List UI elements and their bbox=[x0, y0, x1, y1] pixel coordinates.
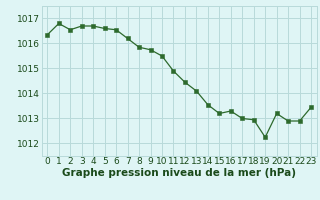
X-axis label: Graphe pression niveau de la mer (hPa): Graphe pression niveau de la mer (hPa) bbox=[62, 168, 296, 178]
